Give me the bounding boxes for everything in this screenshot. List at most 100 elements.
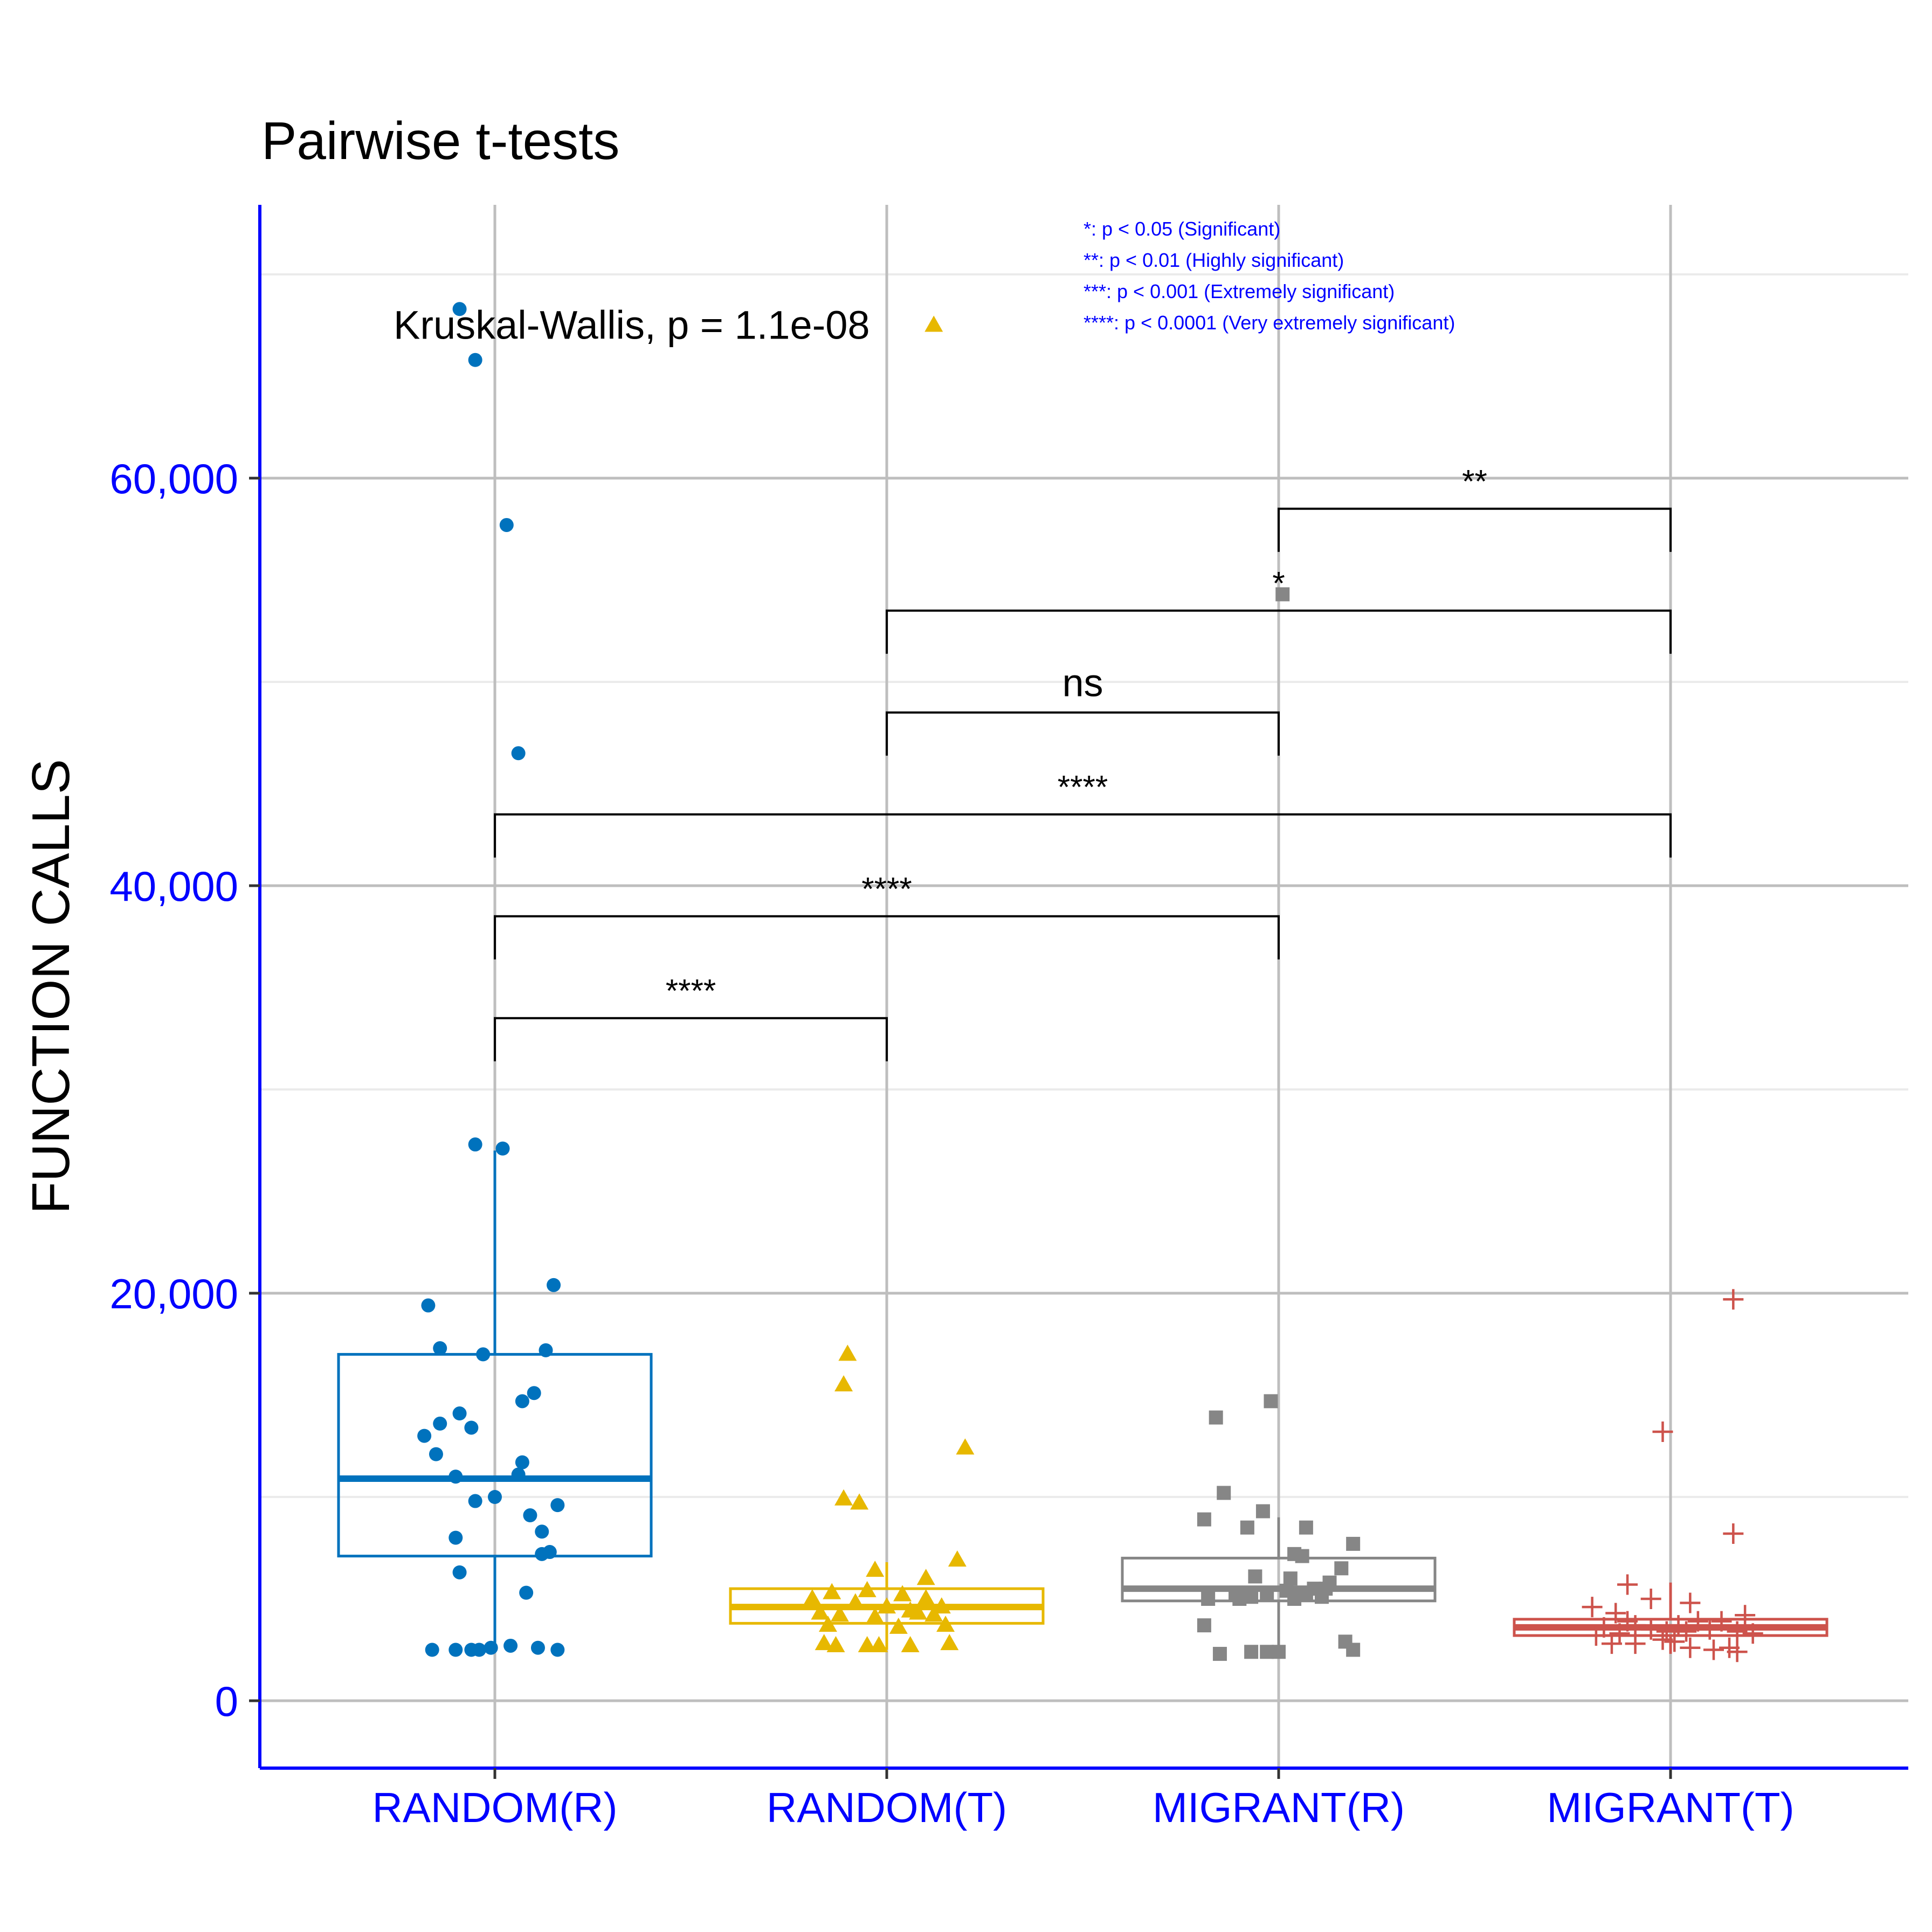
y-tick-label: 0 [215,1678,238,1725]
point-layer [417,302,1763,1662]
data-point-plus [1711,1611,1732,1632]
annotation-layer: Kruskal-Wallis, p = 1.1e-08 *: p < 0.05 (… [394,218,1455,348]
data-point-triangle [936,1616,955,1632]
data-point-plus [1582,1597,1603,1618]
kruskal-wallis-label: Kruskal-Wallis, p = 1.1e-08 [394,303,870,348]
data-point-triangle [826,1636,845,1652]
data-point-plus [1723,1523,1744,1544]
data-point-square [1283,1571,1298,1586]
data-point-triangle [811,1603,830,1620]
data-point-plus [1680,1592,1701,1613]
data-point-triangle [834,1489,853,1506]
data-point-triangle [858,1581,877,1597]
data-point-square [1197,1618,1211,1633]
data-point-circle [452,1406,467,1421]
data-point-circle [499,518,514,532]
data-point-plus [1625,1615,1646,1636]
data-point-circle [472,1643,486,1657]
data-point-triangle [866,1607,885,1624]
data-point-circle [523,1508,537,1523]
data-point-square [1334,1561,1349,1576]
data-point-plus [1676,1621,1697,1642]
data-point-triangle [858,1636,877,1652]
data-point-circle [542,1545,557,1560]
data-point-circle [468,353,482,367]
data-point-plus [1585,1625,1606,1646]
significance-legend-line: ***: p < 0.001 (Extremely significant) [1084,280,1395,302]
data-point-square [1209,1410,1223,1425]
data-point-triangle [818,1616,837,1632]
data-point-plus [1625,1633,1646,1654]
data-point-circle [448,1469,463,1484]
data-point-circle [547,1278,561,1292]
data-point-square [1299,1585,1313,1600]
data-point-plus [1640,1589,1661,1609]
data-point-triangle [846,1593,865,1610]
y-tick-label: 20,000 [109,1270,238,1317]
data-point-plus [1687,1611,1708,1632]
data-point-triangle [823,1583,841,1599]
data-point-plus [1640,1619,1661,1640]
x-tick-label: MIGRANT(R) [1153,1784,1405,1831]
data-point-plus [1727,1641,1748,1662]
data-point-circle [511,746,526,761]
data-point-plus [1605,1603,1626,1624]
data-point-triangle [932,1597,951,1614]
data-point-circle [495,1141,510,1156]
significance-legend-line: *: p < 0.05 (Significant) [1084,218,1280,240]
x-tick-label: MIGRANT(T) [1547,1784,1794,1831]
data-point-plus [1723,1289,1744,1310]
data-point-square [1314,1590,1329,1604]
data-point-square [1272,1645,1286,1659]
data-point-square [1260,1585,1274,1600]
data-point-triangle [901,1636,920,1652]
data-point-circle [425,1643,439,1657]
data-point-triangle [878,1597,896,1614]
data-point-circle [515,1455,529,1469]
data-point-triangle [815,1634,833,1651]
data-point-triangle [889,1617,908,1634]
data-point-circle [550,1643,565,1657]
data-point-circle [421,1298,436,1313]
data-point-circle [452,302,467,316]
data-point-square [1255,1504,1270,1519]
data-point-triangle [870,1636,888,1652]
y-tick-label: 40,000 [109,862,238,910]
significance-bracket [494,915,1280,960]
data-point-square [1299,1520,1313,1535]
data-point-circle [468,1137,482,1152]
data-point-circle [535,1524,549,1539]
data-point-triangle [893,1585,912,1602]
data-point-plus [1727,1621,1748,1642]
axis-layer: 0 20,000 40,000 60,000 RANDOM(R) RANDOM(T) MIG… [109,205,1908,1831]
data-point-plus [1703,1639,1724,1660]
data-point-square [1232,1592,1247,1606]
data-point-square [1217,1486,1231,1500]
x-tick-label: RANDOM(T) [767,1784,1007,1831]
data-point-circle [503,1638,518,1653]
data-point-square [1201,1592,1216,1606]
data-point-square [1346,1536,1361,1551]
significance-label: ns [1062,662,1103,705]
data-point-square [1260,1645,1274,1659]
significance-bracket [886,711,1280,756]
data-point-triangle [956,1438,975,1455]
data-point-square [1287,1592,1302,1606]
significance-label: **** [861,871,912,907]
data-point-circle [511,1467,526,1482]
box-iqr [337,1353,653,1558]
data-point-plus [1617,1574,1638,1595]
data-point-plus [1652,1629,1673,1650]
data-point-plus [1664,1631,1685,1652]
significance-bracket [886,609,1672,654]
data-point-circle [527,1386,541,1400]
data-point-triangle [924,315,943,332]
data-point-circle [515,1394,529,1409]
data-point-plus [1601,1633,1622,1654]
data-point-plus [1735,1605,1756,1626]
data-point-plus [1680,1637,1701,1658]
data-point-circle [519,1585,534,1600]
data-point-circle [448,1643,463,1657]
